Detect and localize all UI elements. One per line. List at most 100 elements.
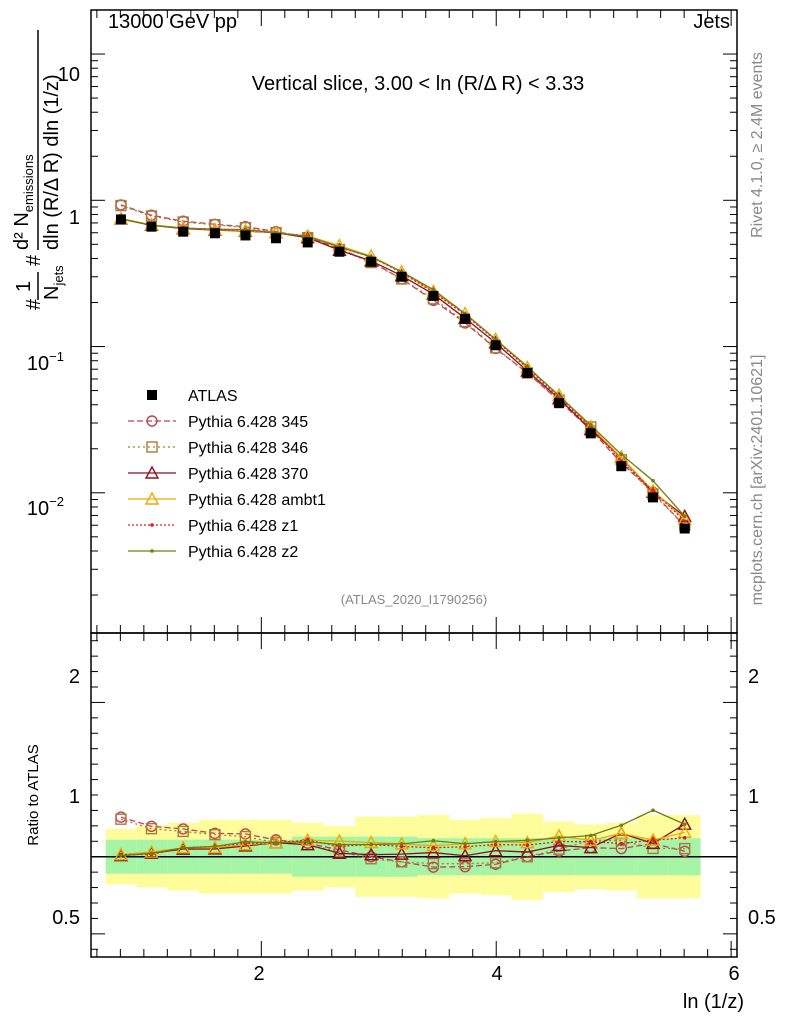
ratio-ytick-label-1-right: 1 <box>748 786 759 808</box>
ratio-point-pythia-6-428-z2 <box>243 840 248 844</box>
legend-marker-pythia-6-428-345 <box>146 415 158 427</box>
ratio-point-pythia-6-428-z2 <box>588 833 593 838</box>
point-pythia-6-428-z1 <box>651 489 655 493</box>
ratio-point-pythia-6-428-ambt1 <box>426 838 441 852</box>
ratio-point-pythia-6-428-370 <box>583 840 598 854</box>
analysis-id: (ATLAS_2020_I1790256) <box>341 592 487 607</box>
ratio-point-pythia-6-428-z1 <box>525 843 530 847</box>
ratio-point-pythia-6-428-z1 <box>557 839 561 844</box>
point-atlas <box>554 398 565 409</box>
ratio-point-pythia-6-428-346 <box>209 828 221 841</box>
ratio-point-pythia-6-428-z2 <box>651 808 655 813</box>
point-atlas <box>679 523 690 534</box>
rivet-version-label: Rivet 4.1.0, ≥ 2.4M events <box>749 52 766 238</box>
point-pythia-6-428-z1 <box>682 519 687 523</box>
plot-marks <box>90 9 738 958</box>
xtick-label-4: 4 <box>491 963 502 985</box>
ratio-point-pythia-6-428-ambt1 <box>238 837 253 851</box>
ratio-point-pythia-6-428-ambt1 <box>363 835 379 849</box>
ratio-point-pythia-6-428-346 <box>115 813 127 825</box>
point-pythia-6-428-z2 <box>557 394 561 398</box>
ratio-point-pythia-6-428-z2 <box>213 844 217 849</box>
point-atlas <box>115 214 126 225</box>
point-atlas <box>366 256 377 267</box>
ratio-point-pythia-6-428-370 <box>488 843 503 857</box>
ratio-point-pythia-6-428-370 <box>520 844 535 858</box>
mcplots-label: mcplots.cern.ch [arXiv:2401.10621] <box>749 355 766 606</box>
point-pythia-6-428-z2 <box>619 452 624 457</box>
legend-label-atlas: ATLAS <box>188 388 238 405</box>
ratio-point-pythia-6-428-370 <box>457 848 473 862</box>
ratio-frame <box>90 632 738 958</box>
legend-label-ambt1: Pythia 6.428 ambt1 <box>188 492 326 509</box>
point-atlas <box>178 226 189 237</box>
ratio-point-pythia-6-428-z2 <box>463 841 467 846</box>
ratio-point-pythia-6-428-z1 <box>463 844 467 849</box>
energy-label: 13000 GeV pp <box>108 11 237 33</box>
point-atlas <box>522 367 533 378</box>
point-atlas <box>334 246 345 257</box>
ratio-point-pythia-6-428-370 <box>551 837 567 852</box>
ratio-point-pythia-6-428-z1 <box>431 845 436 850</box>
point-pythia-6-428-z2 <box>682 514 687 519</box>
ratio-point-pythia-6-428-z2 <box>305 839 310 844</box>
ratio-point-pythia-6-428-370 <box>426 845 441 859</box>
ratio-point-pythia-6-428-z2 <box>619 823 624 828</box>
plot-title: Vertical slice, 3.00 < ln (R/Δ R) < 3.33 <box>252 73 584 95</box>
xtick-label-6: 6 <box>728 963 739 985</box>
ratio-point-pythia-6-428-ambt1 <box>583 832 598 847</box>
ratio-point-pythia-6-428-z2 <box>525 838 530 843</box>
point-pythia-6-428-z2 <box>431 287 436 292</box>
ratio-point-pythia-6-428-370 <box>332 845 347 859</box>
ratio-point-pythia-6-428-z2 <box>682 822 687 827</box>
legend-label-z2: Pythia 6.428 z2 <box>188 544 298 561</box>
ratio-point-pythia-6-428-z1 <box>619 841 624 846</box>
point-atlas <box>146 221 157 232</box>
ytick-label-0p01: 10−2 <box>27 494 64 520</box>
point-atlas <box>648 492 659 503</box>
ylabel-hash-1: # <box>23 298 45 310</box>
legend: ATLAS Pythia 6.428 345 Pythia 6.428 346 … <box>128 388 326 561</box>
ylabel-njets: Njets <box>41 265 66 300</box>
ytick-label-0p1: 10−1 <box>27 349 64 375</box>
ratio-point-pythia-6-428-346 <box>145 822 158 835</box>
ratio-line-pythia-6-428-345 <box>120 816 685 868</box>
ylabel-one: 1 <box>13 281 35 292</box>
ratio-ytick-label-0p5-right: 0.5 <box>748 907 776 929</box>
ratio-point-pythia-6-428-z1 <box>588 839 593 844</box>
ratio-point-pythia-6-428-z2 <box>119 853 123 858</box>
ratio-point-pythia-6-428-z1 <box>399 844 404 849</box>
xtick-label-2: 2 <box>253 963 264 985</box>
ratio-point-pythia-6-428-346 <box>615 834 628 847</box>
ratio-point-pythia-6-428-z2 <box>557 836 561 840</box>
ratio-y-axis-label: Ratio to ATLAS <box>25 744 42 845</box>
ratio-point-pythia-6-428-z2 <box>493 839 498 844</box>
ytick-label-10: 10 <box>58 64 80 86</box>
ratio-point-pythia-6-428-346 <box>177 825 189 838</box>
ratio-point-pythia-6-428-346 <box>459 857 471 870</box>
point-atlas <box>240 230 251 241</box>
ratio-line-pythia-6-428-370 <box>120 823 686 857</box>
point-pythia-6-428-z2 <box>651 478 655 483</box>
main-frame <box>90 9 738 634</box>
ratio-point-pythia-6-428-ambt1 <box>144 844 159 858</box>
ratio-point-pythia-6-428-370 <box>677 816 692 830</box>
ratio-point-pythia-6-428-370 <box>645 835 661 850</box>
ratio-point-pythia-6-428-370 <box>363 847 379 861</box>
ratio-point-pythia-6-428-z1 <box>651 838 655 842</box>
point-pythia-6-428-z2 <box>588 423 593 427</box>
point-atlas <box>616 461 627 472</box>
ratio-ytick-label-1: 1 <box>69 786 80 808</box>
ratio-ytick-label-2: 2 <box>69 666 80 688</box>
ratio-point-pythia-6-428-346 <box>395 856 408 868</box>
ratio-point-pythia-6-428-z2 <box>369 842 373 847</box>
ratio-point-pythia-6-428-ambt1 <box>113 847 129 861</box>
ytick-label-1: 1 <box>69 207 80 229</box>
ratio-point-pythia-6-428-346 <box>427 857 440 870</box>
ratio-point-pythia-6-428-z2 <box>181 846 186 850</box>
point-pythia-6-428-346 <box>115 199 127 212</box>
ratio-point-pythia-6-428-z2 <box>337 842 342 847</box>
legend-marker-pythia-6-428-ambt1 <box>144 491 160 505</box>
ratio-point-pythia-6-428-ambt1 <box>207 840 223 854</box>
